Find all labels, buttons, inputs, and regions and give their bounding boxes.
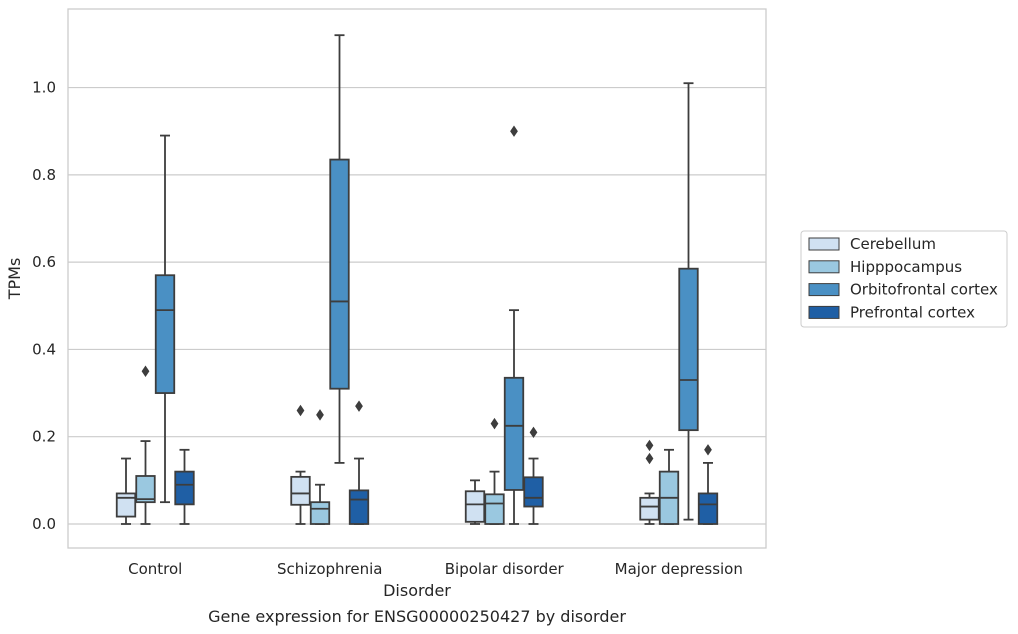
box-cerebellum bbox=[464, 479, 486, 525]
iqr-box bbox=[639, 496, 660, 521]
legend-swatch bbox=[808, 283, 840, 297]
x-axis-ticks: Control Schizophrenia Bipolar disorder Majo… bbox=[128, 560, 743, 578]
box-hipppocampus bbox=[309, 409, 331, 525]
iqr-box bbox=[329, 158, 350, 390]
iqr-box bbox=[484, 493, 505, 525]
outlier-point bbox=[645, 439, 654, 452]
box-prefrontal-cortex bbox=[348, 400, 370, 525]
outlier-point bbox=[355, 400, 363, 412]
outlier-point bbox=[704, 444, 712, 456]
x-axis-label: Disorder bbox=[383, 581, 451, 600]
outlier-point bbox=[529, 426, 538, 439]
box-hipppocampus bbox=[658, 448, 680, 525]
iqr-box bbox=[697, 492, 719, 525]
legend-frame bbox=[800, 230, 1008, 328]
chart-caption: Gene expression for ENSG00000250427 by d… bbox=[208, 607, 626, 626]
x-tick-label: Major depression bbox=[615, 560, 743, 578]
legend: Cerebellum Hipppocampus Orbitofrontal cort… bbox=[800, 230, 1008, 328]
box-cerebellum bbox=[639, 439, 660, 525]
y-tick-label: 1.0 bbox=[32, 79, 56, 97]
iqr-box bbox=[174, 470, 195, 506]
box-prefrontal-cortex bbox=[174, 448, 195, 525]
y-axis-ticks: 0.0 0.2 0.4 0.6 0.8 1.0 bbox=[32, 79, 56, 533]
box-orbitofrontal-cortex bbox=[678, 82, 699, 521]
y-tick-label: 0.0 bbox=[32, 515, 56, 533]
outlier-point bbox=[296, 404, 305, 417]
legend-swatch bbox=[808, 237, 840, 251]
y-tick-label: 0.4 bbox=[32, 340, 56, 358]
iqr-box bbox=[503, 376, 525, 491]
iqr-box bbox=[464, 490, 486, 523]
y-tick-label: 0.2 bbox=[32, 428, 56, 446]
iqr-box bbox=[309, 501, 331, 525]
x-tick-label: Bipolar disorder bbox=[445, 560, 565, 578]
y-tick-label: 0.8 bbox=[32, 166, 56, 184]
iqr-box bbox=[115, 492, 137, 518]
outlier-point bbox=[316, 409, 324, 421]
x-tick-label: Schizophrenia bbox=[277, 560, 382, 578]
outlier-point bbox=[141, 365, 150, 377]
x-tick-label: Control bbox=[128, 560, 182, 578]
box-orbitofrontal-cortex bbox=[503, 125, 525, 525]
box-prefrontal-cortex bbox=[697, 444, 719, 525]
plot-area-frame bbox=[67, 8, 767, 549]
y-tick-label: 0.6 bbox=[32, 253, 56, 271]
iqr-box bbox=[348, 489, 370, 525]
legend-swatch bbox=[808, 260, 840, 274]
legend-label: Orbitofrontal cortex bbox=[850, 281, 998, 299]
y-axis-label: TPMs bbox=[5, 258, 24, 301]
box-hipppocampus bbox=[135, 365, 156, 525]
legend-label: Prefrontal cortex bbox=[850, 303, 975, 321]
legend-label: Hipppocampus bbox=[850, 258, 962, 276]
box-cerebellum bbox=[115, 457, 137, 525]
iqr-box bbox=[523, 476, 544, 508]
legend-label: Cerebellum bbox=[850, 235, 936, 253]
iqr-box bbox=[290, 475, 311, 506]
iqr-box bbox=[135, 475, 156, 504]
box-orbitofrontal-cortex bbox=[154, 134, 176, 504]
box-prefrontal-cortex bbox=[523, 426, 544, 525]
outlier-point bbox=[645, 452, 654, 465]
box-orbitofrontal-cortex bbox=[329, 34, 350, 464]
box-hipppocampus bbox=[484, 417, 505, 525]
box-cerebellum bbox=[290, 404, 311, 525]
legend-swatch bbox=[808, 305, 840, 319]
outlier-point bbox=[490, 417, 499, 430]
iqr-box bbox=[678, 267, 699, 432]
iqr-box bbox=[154, 274, 176, 394]
boxes bbox=[115, 34, 719, 525]
outlier-point bbox=[510, 125, 518, 137]
